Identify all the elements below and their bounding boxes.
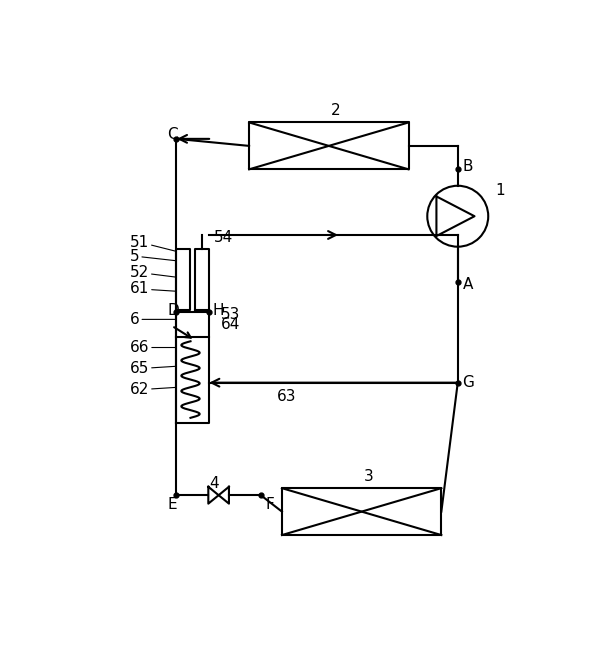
Text: 64: 64 [221, 316, 240, 331]
Text: D: D [167, 303, 179, 318]
Text: A: A [462, 277, 473, 292]
Text: 1: 1 [495, 183, 505, 198]
Text: 62: 62 [129, 382, 177, 397]
Text: 63: 63 [277, 389, 296, 404]
Text: H: H [212, 303, 224, 318]
Text: 6: 6 [129, 312, 177, 327]
Text: 5: 5 [129, 249, 177, 264]
Text: 61: 61 [129, 281, 177, 296]
Text: 3: 3 [364, 469, 374, 484]
Text: E: E [167, 497, 177, 512]
Text: F: F [266, 497, 274, 512]
Text: 53: 53 [221, 307, 240, 322]
Text: G: G [462, 375, 474, 390]
Text: 54: 54 [214, 230, 233, 245]
Text: 65: 65 [129, 361, 177, 376]
Text: 52: 52 [129, 265, 177, 280]
Text: B: B [462, 159, 473, 174]
Text: 2: 2 [331, 104, 341, 118]
Text: 51: 51 [129, 234, 177, 251]
Text: 4: 4 [209, 476, 219, 491]
Text: 66: 66 [129, 340, 177, 355]
Text: C: C [167, 127, 178, 142]
